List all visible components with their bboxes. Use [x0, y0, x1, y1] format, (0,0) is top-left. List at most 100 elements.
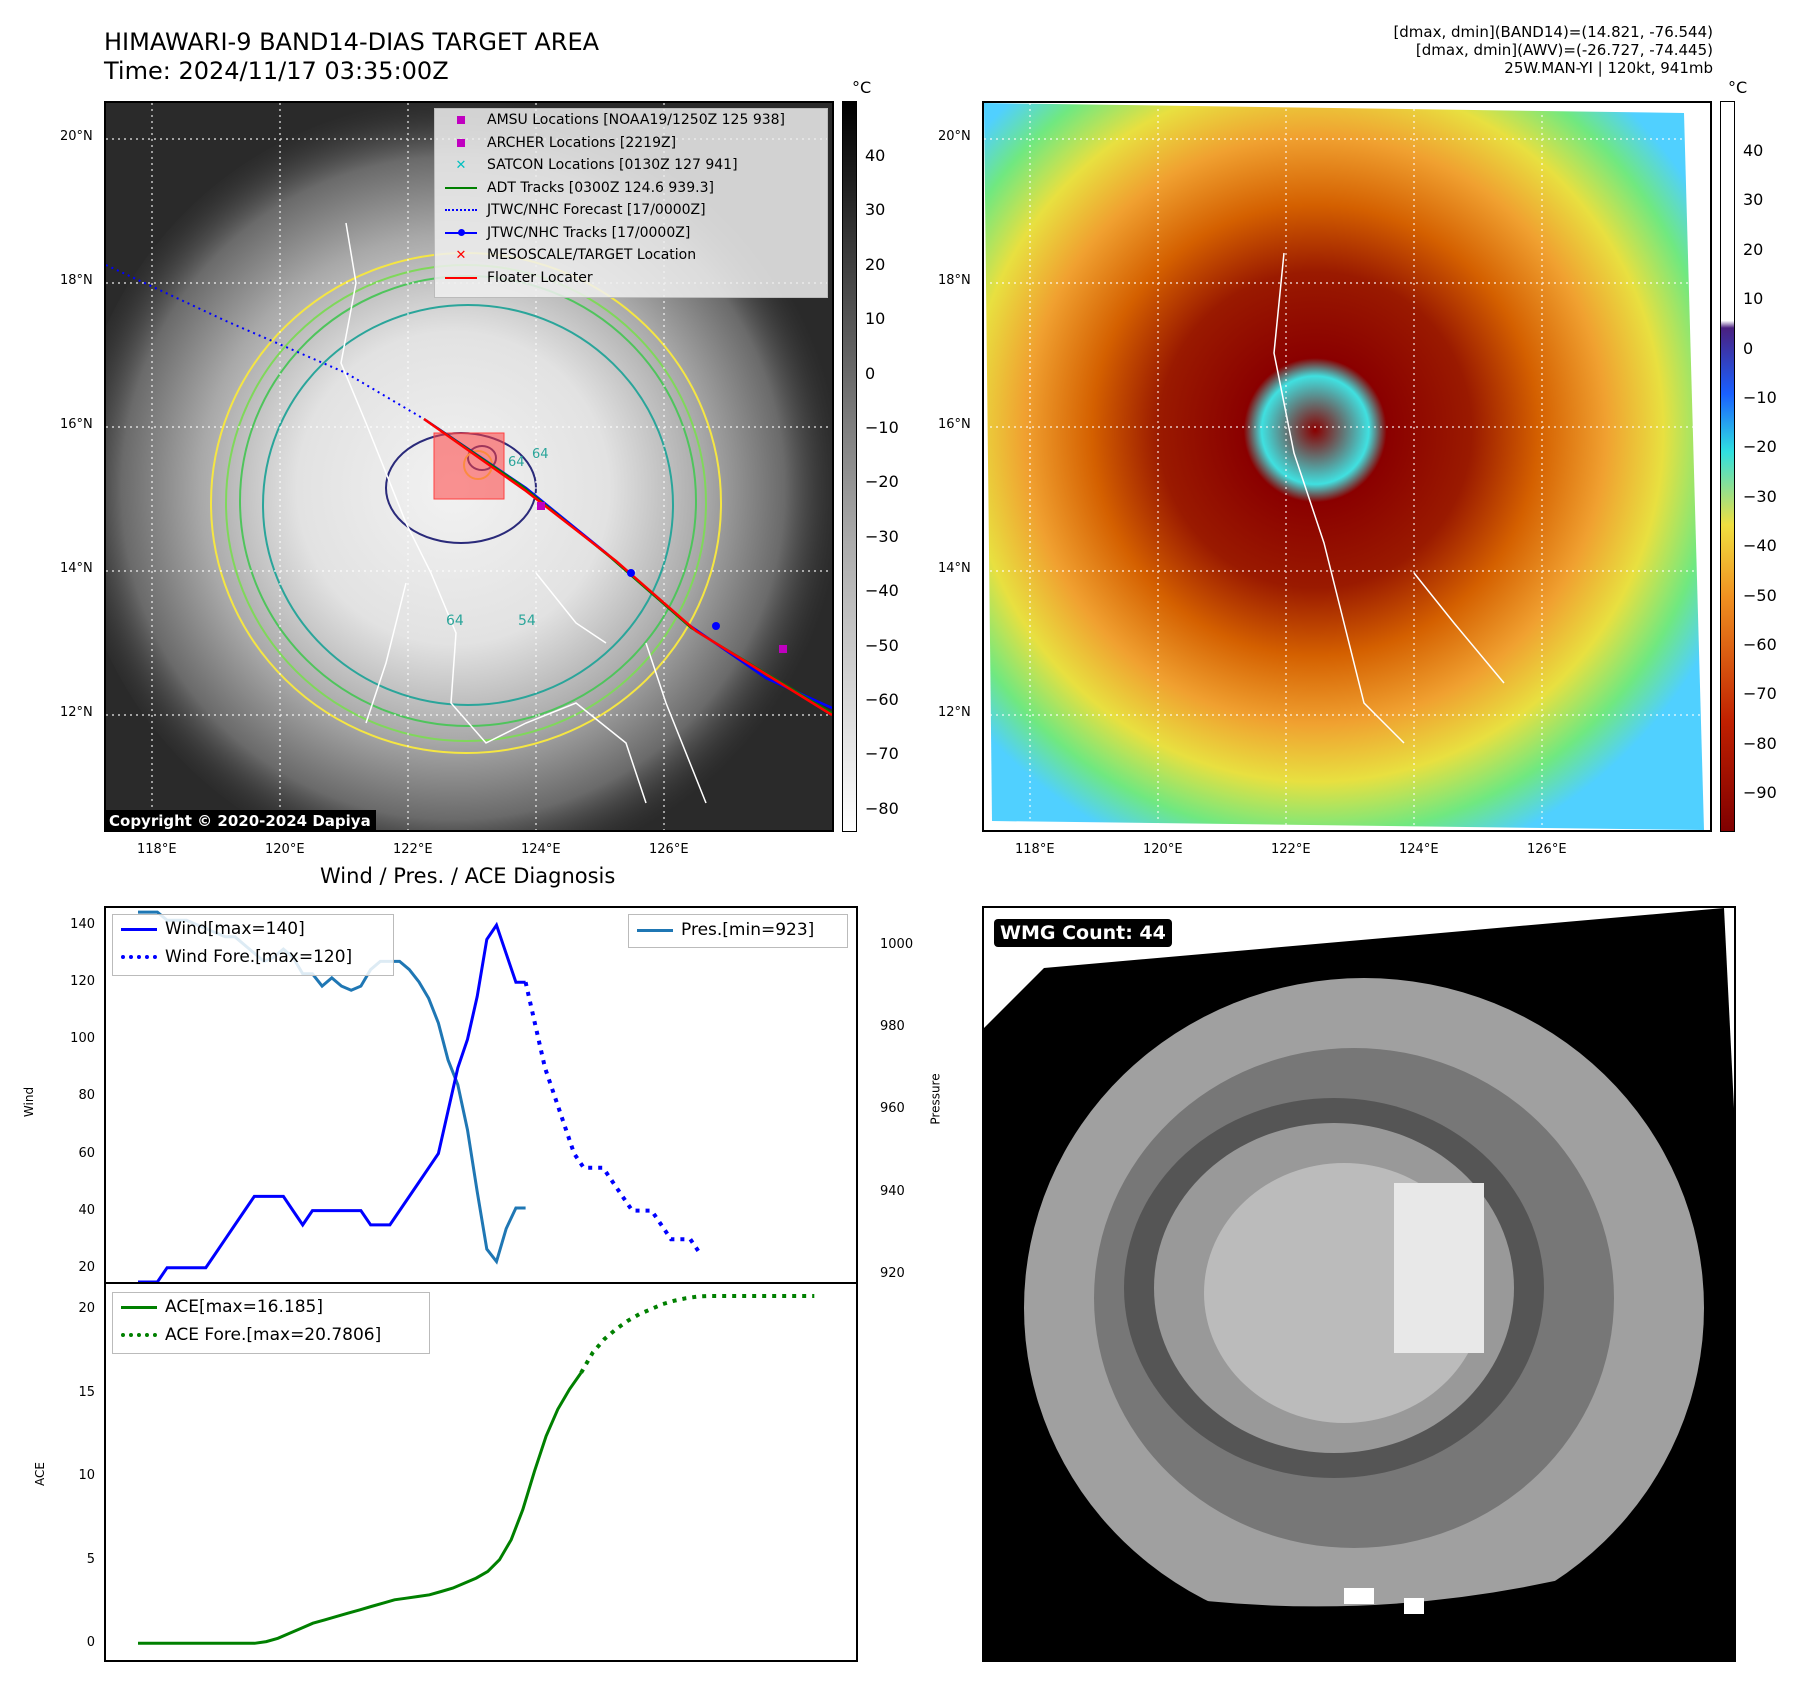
contour-label-4: 64 [532, 447, 549, 462]
coastline [340, 222, 707, 804]
legend-item: Floater Locater [435, 267, 827, 290]
grayscale-colorbar [842, 101, 857, 832]
colorbar-unit: °C [1728, 78, 1748, 97]
ace-legend: ACE[max=16.185] ACE Fore.[max=20.7806] [112, 1292, 430, 1354]
dotted-line-icon [443, 209, 479, 212]
lon-label: 126°E [649, 842, 689, 857]
colorbar-tick-label: 0 [865, 363, 876, 383]
colorbar-tick-label: −30 [865, 526, 899, 546]
ace-line [138, 1371, 583, 1645]
diagnosis-title: Wind / Pres. / ACE Diagnosis [320, 864, 616, 888]
colorbar-tick-label: −40 [865, 581, 899, 601]
square-marker-icon [443, 138, 479, 147]
colorbar-tick-label: −30 [1743, 486, 1777, 506]
colorbar-tick-label: −10 [865, 418, 899, 437]
lat-label: 16°N [60, 417, 93, 432]
jtwc-forecast-track [106, 264, 425, 420]
axis-tick-label: 100 [70, 1031, 95, 1047]
lon-label: 122°E [393, 842, 433, 857]
lon-label: 124°E [521, 842, 561, 857]
lat-label: 14°N [938, 561, 971, 576]
colorbar-tick-label: −10 [1743, 388, 1777, 407]
lon-label: 120°E [1143, 842, 1183, 857]
x-marker-icon: ✕ [455, 247, 467, 263]
lon-label: 124°E [1399, 842, 1439, 857]
awv-map-graphic [984, 103, 1710, 830]
map-legend: AMSU Locations [NOAA19/1250Z 125 938] AR… [434, 108, 828, 298]
axis-tick-label: 940 [880, 1183, 905, 1199]
colorbar-tick-label: −70 [865, 744, 899, 764]
legend-item: ACE Fore.[max=20.7806] [113, 1321, 429, 1349]
wmg-count-badge: WMG Count: 44 [994, 919, 1172, 947]
colorbar-tick-label: 0 [1743, 338, 1754, 358]
contour-label-1: 64 [508, 455, 525, 470]
wind-pressure-chart [104, 906, 858, 1284]
lat-label: 14°N [60, 561, 93, 576]
lat-label: 18°N [60, 273, 93, 288]
legend-item: Pres.[min=923] [629, 915, 847, 945]
pressure-legend: Pres.[min=923] [628, 914, 848, 948]
axis-tick-label: 40 [78, 1202, 95, 1218]
rainbow-colorbar [1720, 101, 1735, 832]
contour-label-2: 64 [446, 613, 464, 629]
lon-label: 126°E [1527, 842, 1567, 857]
colorbar-tick-label: −60 [865, 690, 899, 709]
figure-title: HIMAWARI-9 BAND14-DIAS TARGET AREA Time:… [104, 28, 599, 86]
colorbar-tick-label: −20 [1743, 437, 1777, 457]
dotted-line-icon [121, 955, 157, 959]
line-icon [121, 927, 157, 931]
colorbar-tick-label: −90 [1743, 783, 1777, 803]
legend-item: JTWC/NHC Forecast [17/0000Z] [435, 199, 827, 222]
colorbar-unit: °C [852, 78, 872, 97]
line-icon [637, 928, 673, 932]
title-line-1: HIMAWARI-9 BAND14-DIAS TARGET AREA [104, 28, 600, 56]
colorbar-tick-label: −80 [1743, 733, 1777, 753]
title-line-2: Time: 2024/11/17 03:35:00Z [104, 57, 449, 85]
legend-item: Wind[max=140] [113, 915, 393, 943]
lat-label: 12°N [938, 705, 971, 720]
copyright-label: Copyright © 2020-2024 Dapiya [104, 810, 376, 832]
legend-item: JTWC/NHC Tracks [17/0000Z] [435, 222, 827, 245]
wind-axis-label: Wind [22, 1086, 37, 1118]
axis-tick-label: 80 [78, 1088, 95, 1104]
legend-item: ADT Tracks [0300Z 124.6 939.3] [435, 177, 827, 200]
axis-tick-label: 0 [86, 1635, 95, 1651]
ace-axis-label: ACE [32, 1462, 47, 1486]
colorbar-tick-label: 20 [1743, 239, 1764, 259]
line-icon [443, 186, 479, 189]
axis-tick-label: 20 [78, 1259, 95, 1275]
axis-tick-label: 5 [86, 1551, 95, 1567]
axis-tick-label: 920 [880, 1265, 905, 1281]
axis-tick-label: 10 [78, 1468, 95, 1484]
info-line-1: [dmax, dmin](BAND14)=(14.821, -76.544) [1393, 23, 1713, 41]
legend-item: ARCHER Locations [2219Z] [435, 132, 827, 155]
contour-label-3: 54 [518, 613, 536, 629]
wmg-graphic [984, 908, 1734, 1660]
colorbar-tick-label: −80 [865, 798, 899, 818]
wind-line [138, 921, 526, 1282]
line-icon [121, 1305, 157, 1309]
pressure-axis-label: Pressure [928, 1073, 943, 1125]
colorbar-tick-label: 20 [865, 254, 886, 274]
lon-label: 118°E [137, 842, 177, 857]
lon-label: 120°E [265, 842, 305, 857]
colorbar-tick-label: 10 [865, 309, 886, 329]
ace-forecast-line [579, 1294, 815, 1374]
axis-tick-label: 960 [880, 1101, 905, 1117]
axis-tick-label: 60 [78, 1145, 95, 1161]
axis-tick-label: 1000 [880, 936, 914, 952]
lat-label: 20°N [938, 129, 971, 144]
legend-item: ✕ SATCON Locations [0130Z 127 941] [435, 154, 827, 177]
x-marker-icon: ✕ [455, 157, 467, 173]
colorbar-tick-label: −50 [865, 635, 899, 655]
lat-label: 12°N [60, 705, 93, 720]
legend-item: ✕ MESOSCALE/TARGET Location [435, 244, 827, 267]
colorbar-tick-label: −40 [1743, 536, 1777, 556]
colorbar-tick-label: −70 [1743, 684, 1777, 704]
axis-tick-label: 980 [880, 1019, 905, 1035]
ace-chart [104, 1282, 858, 1662]
lon-label: 122°E [1271, 842, 1311, 857]
colorbar-tick-label: −50 [1743, 585, 1777, 605]
colorbar-tick-label: 40 [865, 146, 886, 165]
legend-item: Wind Fore.[max=120] [113, 943, 393, 971]
